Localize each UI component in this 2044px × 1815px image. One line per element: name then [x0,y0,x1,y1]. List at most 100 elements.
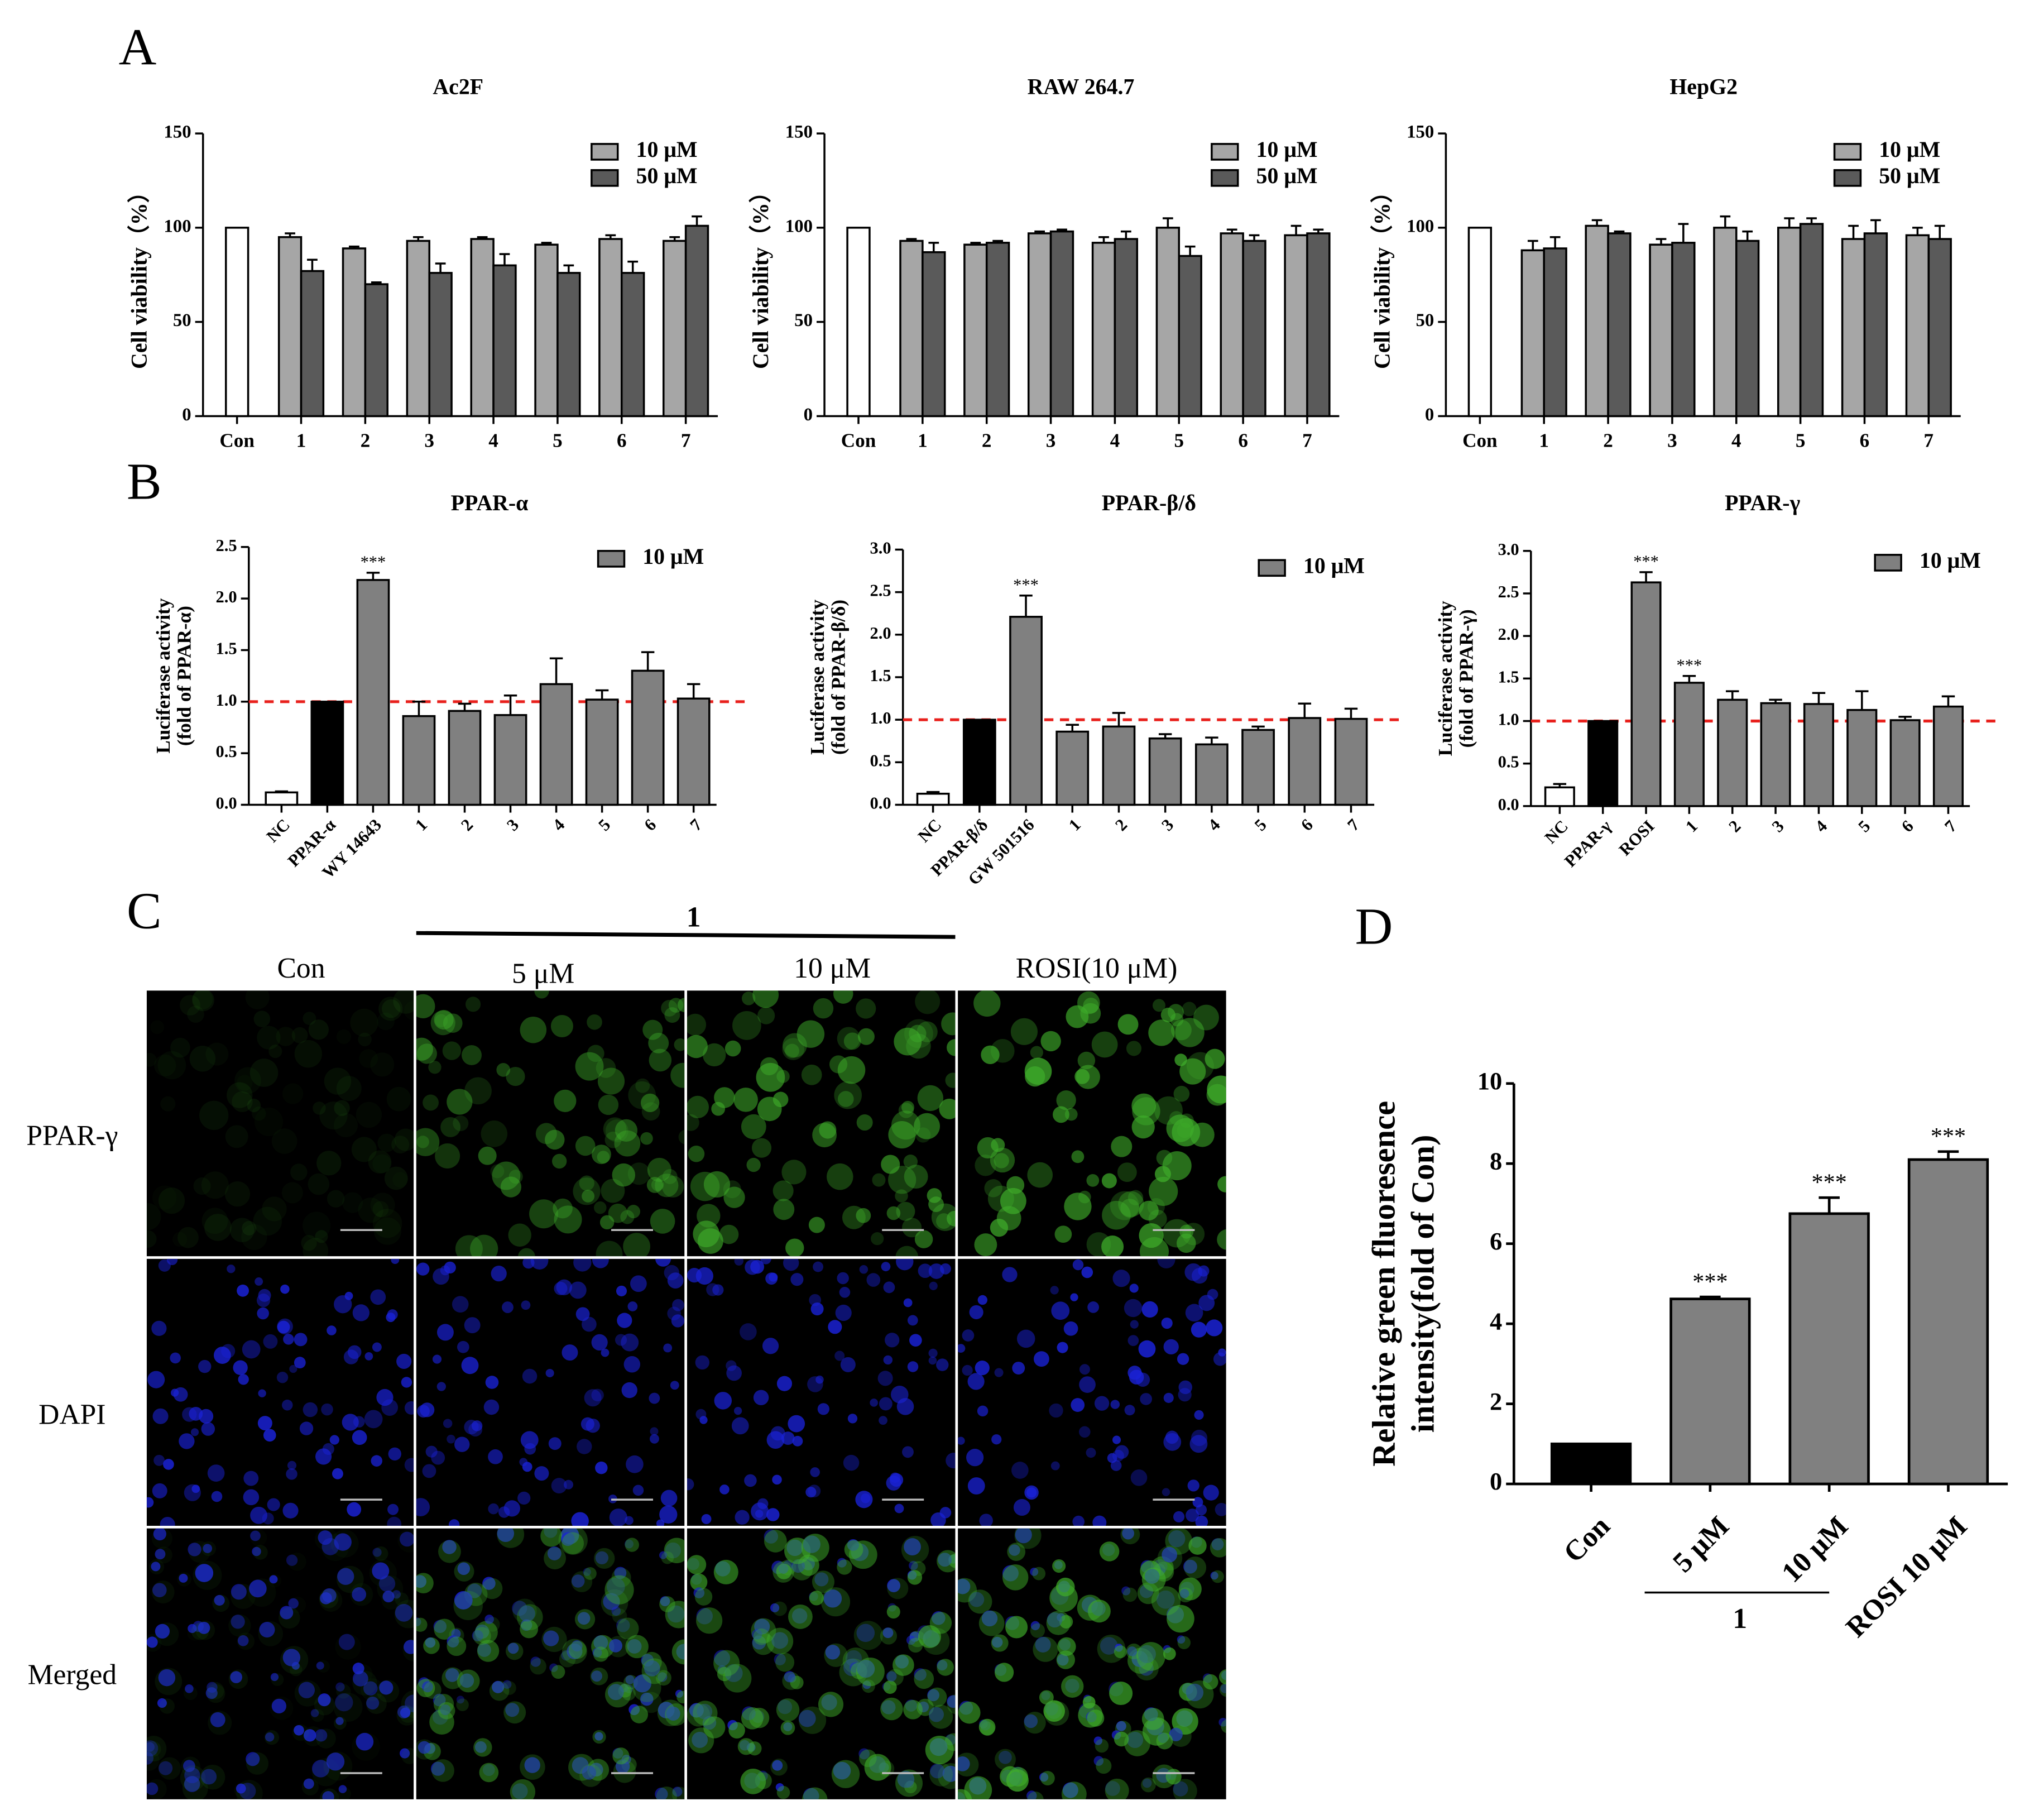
green-signal [146,1230,157,1248]
nucleus [755,1510,764,1518]
green-signal [447,1089,473,1115]
nucleus [810,1467,820,1477]
green-signal [443,1013,463,1033]
green-signal [473,1738,492,1757]
nucleus [417,1405,430,1418]
green-signal [1160,1007,1175,1023]
green-signal [155,1622,179,1646]
green-signal [534,990,549,999]
x-tick-label: 3 [424,429,434,451]
nucleus [277,1320,290,1334]
bar [1846,708,1878,807]
green-signal [554,1089,577,1112]
nucleus [615,1759,630,1774]
bar [470,238,495,418]
micrograph-bg [146,1528,414,1799]
green-signal [1053,1106,1069,1123]
nucleus [828,1320,842,1334]
nucleus [303,1729,316,1742]
nucleus [772,1474,782,1485]
green-signal [490,1164,505,1179]
green-signal [252,1106,266,1121]
green-signal [281,1182,303,1204]
green-signal [291,1027,308,1043]
error-bar [1941,695,1955,707]
y-tick-label: 0.5 [216,742,237,761]
green-signal [937,1659,954,1676]
green-signal [1169,1111,1184,1126]
green-signal [687,1095,709,1119]
green-signal [177,1572,191,1587]
green-signal [1149,1176,1178,1206]
nucleus [625,1539,634,1549]
nucleus [152,1583,167,1598]
nucleus [564,1479,574,1490]
green-signal [1096,1758,1112,1774]
nucleus [670,1381,679,1390]
green-signal [896,1201,915,1221]
green-signal [505,1642,524,1660]
green-signal [641,1658,668,1684]
error-bar [1290,224,1302,236]
nucleus [1191,1321,1207,1338]
y-tick-label: 50 [173,310,191,331]
green-signal [909,1024,927,1042]
nucleus [163,1459,174,1470]
green-signal [1179,1058,1206,1085]
nucleus [1183,1559,1197,1574]
nucleus [184,1776,200,1792]
green-signal [1071,1150,1085,1163]
nucleus [902,1446,914,1458]
micrograph [687,1258,956,1526]
green-signal [1046,1611,1071,1635]
nucleus [594,1732,603,1741]
green-signal [776,1698,800,1722]
error-bar [1344,707,1358,719]
green-signal [676,1691,685,1704]
nucleus [195,1564,214,1582]
green-signal [594,1201,607,1214]
x-tick-label: 7 [1941,817,1960,836]
green-signal [146,1736,167,1762]
green-signal [308,1019,329,1040]
green-signal [929,1763,953,1787]
nucleus [294,1725,304,1736]
nucleus [457,1340,469,1353]
nucleus [1079,1426,1091,1438]
green-signal [429,1709,454,1735]
nucleus [1169,1727,1183,1741]
green-signal [457,1669,480,1693]
green-signal [880,1627,898,1645]
green-signal [1182,1002,1197,1017]
nucleus [183,1760,195,1773]
micrograph [958,990,1226,1257]
green-signal [801,1534,829,1562]
nucleus [1039,1773,1049,1782]
green-signal [1186,1680,1214,1709]
green-signal [1127,1190,1144,1205]
nucleus [946,1453,956,1469]
x-tick-label: 5 [594,815,614,835]
green-signal [361,1678,384,1701]
group-label: 1 [1733,1603,1747,1635]
y-axis-label: Cell viability（%） [127,181,152,369]
green-signal [1091,1031,1118,1058]
green-signal [335,1634,361,1659]
green-signal [632,1673,661,1702]
nucleus [938,1553,952,1567]
green-signal [601,1589,628,1617]
nucleus [457,1562,471,1575]
nucleus [958,1436,965,1445]
legend-swatch [1833,143,1862,161]
nucleus [433,1620,447,1634]
bar [1587,720,1619,807]
nucleus [861,1493,871,1503]
green-signal [757,1007,775,1024]
green-signal [416,1136,429,1148]
error-bar [595,689,609,700]
green-signal [648,1032,669,1053]
green-signal [358,1198,383,1223]
nucleus [388,1447,401,1461]
green-signal [1186,1052,1214,1080]
green-signal [228,1614,251,1637]
